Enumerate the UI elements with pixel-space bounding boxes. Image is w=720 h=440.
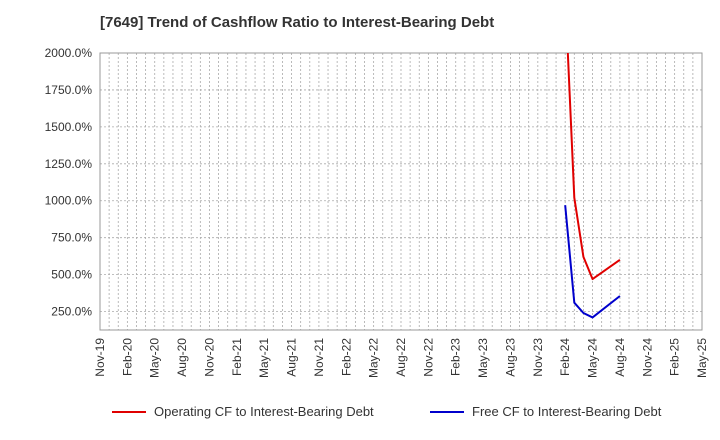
x-tick-label: Nov-24 (640, 338, 654, 377)
x-tick-label: Feb-21 (230, 338, 244, 376)
x-tick-label: Feb-22 (339, 338, 353, 376)
y-tick-label: 500.0% (51, 268, 92, 282)
x-axis-labels: Nov-19 Feb-20 May-20 Aug-20 Nov-20 Feb-21 May-… (93, 338, 709, 378)
x-tick-label: Feb-25 (668, 338, 682, 376)
chart-title: [7649] Trend of Cashflow Ratio to Intere… (100, 14, 495, 31)
plot-frame (99, 52, 703, 331)
legend-item-operating-cf: Operating CF to Interest-Bearing Debt (112, 404, 374, 419)
x-tick-label: Aug-23 (503, 338, 517, 377)
y-tick-label: 1000.0% (45, 194, 93, 208)
x-tick-label: Feb-24 (558, 338, 572, 376)
x-tick-label: Aug-22 (394, 338, 408, 377)
y-tick-label: 2000.0% (45, 46, 93, 60)
y-tick-label: 250.0% (51, 305, 92, 319)
x-tick-label: May-21 (257, 338, 271, 378)
x-tick-label: May-22 (367, 338, 381, 378)
legend: Operating CF to Interest-Bearing Debt Fr… (0, 404, 720, 426)
y-tick-label: 1750.0% (45, 83, 93, 97)
x-tick-label: Aug-24 (613, 338, 627, 377)
x-tick-label: Nov-23 (531, 338, 545, 377)
x-tick-label: May-25 (695, 338, 709, 378)
y-tick-label: 750.0% (51, 231, 92, 245)
x-tick-label: Nov-19 (93, 338, 107, 377)
series-layer (564, 53, 621, 319)
x-tick-label: Feb-20 (120, 338, 134, 376)
y-tick-label: 1250.0% (45, 157, 93, 171)
y-tick-label: 1500.0% (45, 120, 93, 134)
legend-item-free-cf: Free CF to Interest-Bearing Debt (430, 404, 661, 419)
legend-label-operating-cf: Operating CF to Interest-Bearing Debt (154, 404, 374, 419)
y-axis-labels: 250.0% 500.0% 750.0% 1000.0% 1250.0% 1500.0% 1… (45, 46, 93, 319)
x-tick-label: Nov-21 (312, 338, 326, 377)
x-tick-label: Nov-22 (421, 338, 435, 377)
legend-swatch-free-cf (430, 410, 464, 413)
legend-swatch-operating-cf (112, 410, 146, 413)
x-tick-label: Nov-20 (202, 338, 216, 377)
x-tick-label: Aug-20 (175, 338, 189, 377)
x-tick-label: Feb-23 (449, 338, 463, 376)
x-tick-label: Aug-21 (285, 338, 299, 377)
grid-lines (100, 52, 702, 330)
legend-label-free-cf: Free CF to Interest-Bearing Debt (472, 404, 662, 419)
x-tick-label: May-24 (586, 338, 600, 378)
x-tick-label: May-20 (148, 338, 162, 378)
x-tick-label: May-23 (476, 338, 490, 378)
